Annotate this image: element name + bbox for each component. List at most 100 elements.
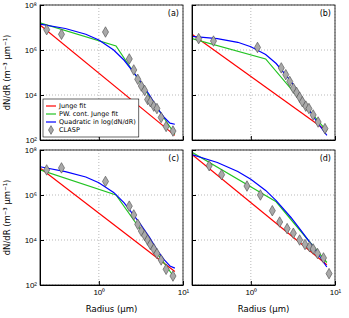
legend-line xyxy=(46,105,56,106)
data-point xyxy=(131,210,137,221)
y-tick-mark xyxy=(192,5,196,6)
y-tick: 10² xyxy=(25,281,44,290)
x-tick-mark xyxy=(251,281,252,285)
y-tick xyxy=(192,95,196,96)
data-point xyxy=(44,165,50,176)
x-tick-mark xyxy=(99,281,100,285)
plot-background xyxy=(192,150,335,285)
series-line xyxy=(40,168,175,272)
y-tick-label: 10⁴ xyxy=(25,236,38,245)
x-axis-line xyxy=(41,140,184,141)
data-point xyxy=(310,110,316,121)
y-tick xyxy=(192,150,196,151)
plot-frame xyxy=(192,5,335,140)
data-point xyxy=(126,201,132,212)
data-point xyxy=(283,69,289,80)
data-point xyxy=(126,54,132,65)
y-tick-mark xyxy=(192,140,196,141)
plot-area xyxy=(40,23,176,136)
legend-box xyxy=(43,99,139,137)
y-axis: 10²10⁴10⁶10⁸ xyxy=(25,1,44,145)
data-point xyxy=(322,123,328,134)
plot-background xyxy=(40,5,183,140)
grid xyxy=(40,5,183,140)
y-tick-label: 10⁸ xyxy=(25,146,37,155)
x-tick xyxy=(251,136,252,140)
legend-marker xyxy=(48,126,53,135)
data-point xyxy=(290,228,296,239)
y-tick xyxy=(192,240,196,241)
data-point xyxy=(44,24,50,35)
series-line xyxy=(192,39,327,131)
data-point xyxy=(277,217,283,228)
x-axis-line xyxy=(41,285,184,286)
y-tick-mark xyxy=(192,285,196,286)
panel-label: (b) xyxy=(320,9,331,18)
legend-label: CLASP xyxy=(59,126,80,134)
y-tick xyxy=(192,5,196,6)
y-tick-mark xyxy=(40,50,44,51)
x-tick: 10⁰ xyxy=(93,281,105,297)
series-line xyxy=(192,36,327,135)
grid-line-x xyxy=(250,5,251,140)
data-point xyxy=(58,163,64,174)
data-point xyxy=(314,248,320,259)
data-point xyxy=(154,103,160,114)
series-line xyxy=(40,170,175,278)
x-tick-mark xyxy=(183,281,184,285)
y-tick: 10² xyxy=(25,136,44,145)
data-point xyxy=(254,42,260,53)
grid-line-y xyxy=(40,195,183,196)
series-line xyxy=(192,34,327,131)
data-point xyxy=(170,271,176,282)
plot-background xyxy=(192,5,335,140)
x-tick: 10¹ xyxy=(330,281,342,297)
series-line xyxy=(40,167,175,268)
data-point xyxy=(170,126,176,137)
grid-line-y xyxy=(40,50,183,51)
grid-line-x xyxy=(250,150,251,285)
panel-label: (c) xyxy=(168,154,179,163)
data-point xyxy=(306,103,312,114)
data-point xyxy=(206,160,212,171)
data-point xyxy=(158,112,164,123)
data-point xyxy=(269,205,275,216)
x-tick-mark xyxy=(251,136,252,140)
x-axis-line xyxy=(193,140,336,141)
data-point xyxy=(219,169,225,180)
x-tick-label: 10¹ xyxy=(330,288,342,297)
series-line xyxy=(192,155,327,265)
y-axis xyxy=(192,151,196,286)
y-tick-mark xyxy=(40,140,44,141)
y-tick-mark xyxy=(192,150,196,151)
grid-line-x xyxy=(98,150,99,285)
x-axis-title: Radius (μm) xyxy=(238,304,290,314)
y-tick-label: 10⁶ xyxy=(25,191,37,200)
grid-line-y xyxy=(192,240,335,241)
panel: 10⁰10¹10²10⁴10⁶10⁸(c)dN/dR (m⁻³ μm⁻¹)Rad… xyxy=(2,146,190,314)
y-tick-mark xyxy=(40,240,44,241)
y-tick-label: 10² xyxy=(25,281,37,290)
y-tick: 10⁸ xyxy=(25,146,44,155)
y-axis-title: dN/dR (m⁻³ μm⁻¹) xyxy=(2,180,12,256)
y-axis xyxy=(192,6,196,141)
x-tick xyxy=(335,136,336,140)
data-point xyxy=(102,176,108,187)
panel: 10²10⁴10⁶10⁸(a)dN/dR (m⁻³ μm⁻¹)Junge fit… xyxy=(2,1,184,145)
x-axis: 10⁰10¹ xyxy=(193,281,342,297)
legend: Junge fitPW. cont. Junge fitQuadratic in… xyxy=(43,99,139,137)
plot-area xyxy=(40,163,176,282)
y-tick-label: 10² xyxy=(25,136,37,145)
plot-background xyxy=(40,150,183,285)
y-tick-label: 10⁴ xyxy=(25,91,38,100)
data-point xyxy=(315,117,321,128)
legend-line xyxy=(46,121,56,122)
y-tick-mark xyxy=(192,240,196,241)
y-tick-mark xyxy=(40,150,44,151)
data-point xyxy=(210,36,216,47)
data-point xyxy=(163,121,169,132)
x-axis xyxy=(193,136,336,141)
y-tick: 10⁶ xyxy=(25,191,44,200)
data-point xyxy=(131,65,137,76)
data-point xyxy=(196,33,202,44)
